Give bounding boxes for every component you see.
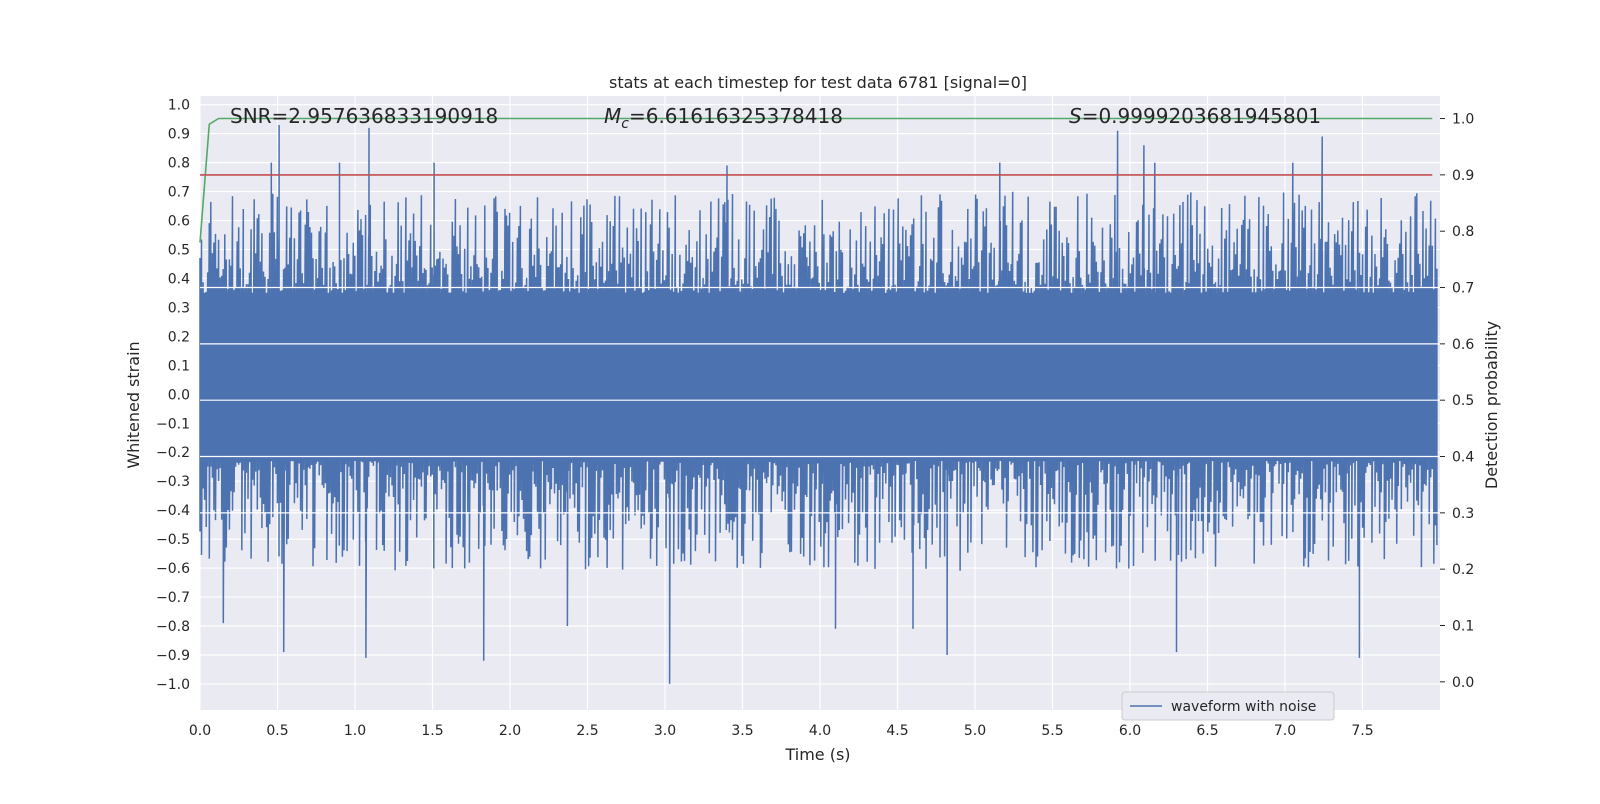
y2-tick-label: 0.0 — [1452, 675, 1474, 691]
y-tick-label: 0.5 — [168, 243, 190, 259]
x-tick-label: 5.5 — [1041, 723, 1063, 739]
chirp-mass-subscript: c — [621, 116, 629, 132]
x-tick-label: 1.0 — [344, 723, 366, 739]
y2-tick-label: 0.3 — [1452, 506, 1474, 522]
y-tick-label: 1.0 — [168, 98, 190, 114]
y-tick-label: 0.8 — [168, 156, 190, 172]
y-tick-label: −1.0 — [156, 677, 190, 693]
y-tick-label: −0.8 — [156, 619, 190, 635]
probability-line — [199, 117, 1433, 243]
y-tick-label: −0.5 — [156, 532, 190, 548]
chirp-mass-annotation: Mc=6.61616325378418 — [604, 104, 843, 132]
x-tick-label: 3.5 — [731, 723, 753, 739]
y-tick-label: 0.4 — [168, 271, 190, 287]
x-tick-label: 4.0 — [809, 723, 831, 739]
y2-tick-label: 0.7 — [1452, 281, 1474, 297]
y-tick-label: 0.7 — [168, 185, 190, 201]
x-tick-label: 6.0 — [1119, 723, 1141, 739]
y-tick-label: 0.2 — [168, 329, 190, 345]
y-tick-label: −0.7 — [156, 590, 190, 606]
y2-tick-label: 0.8 — [1452, 224, 1474, 240]
waveform-series — [199, 124, 1438, 684]
y2-tick-label: 0.1 — [1452, 619, 1474, 635]
x-axis-label: Time (s) — [784, 745, 850, 764]
y-axis-label: Whitened strain — [124, 341, 143, 468]
x-tick-label: 1.5 — [421, 723, 443, 739]
y-tick-label: −0.4 — [156, 503, 190, 519]
x-tick-label: 0.5 — [266, 723, 288, 739]
y2-tick-label: 0.5 — [1452, 393, 1474, 409]
y2-tick-label: 0.4 — [1452, 450, 1474, 466]
y-tick-label: −0.1 — [156, 416, 190, 432]
x-tick-label: 5.0 — [964, 723, 986, 739]
y2-tick-label: 0.2 — [1452, 562, 1474, 578]
y-tick-label: 0.1 — [168, 358, 190, 374]
y-tick-label: 0.9 — [168, 127, 190, 143]
legend: waveform with noise — [1121, 691, 1335, 721]
y2-tick-label: 0.9 — [1452, 168, 1474, 184]
y-tick-label: 0.6 — [168, 214, 190, 230]
x-tick-label: 2.5 — [576, 723, 598, 739]
y-tick-label: 0.3 — [168, 300, 190, 316]
x-tick-label: 3.0 — [654, 723, 676, 739]
y2-tick-label: 0.6 — [1452, 337, 1474, 353]
s-value: =0.9999203681945801 — [1082, 104, 1321, 128]
x-axis: 0.0 0.5 1.0 1.5 2.0 2.5 3.0 3.5 4.0 4.5 5.0 5.5 6.0 6… — [189, 723, 1374, 739]
legend-box — [1121, 691, 1335, 721]
y2-tick-label: 1.0 — [1452, 112, 1474, 128]
s-annotation: S=0.9999203681945801 — [1069, 104, 1321, 128]
y-axis: 1.0 0.9 0.8 0.7 0.6 0.5 0.4 0.3 0.2 0.1 0.0 −0.1 −0.… — [156, 98, 190, 693]
chart-title: stats at each timestep for test data 678… — [609, 73, 1027, 92]
chirp-mass-value: =6.61616325378418 — [629, 104, 843, 128]
y-tick-label: 0.0 — [168, 387, 190, 403]
x-tick-label: 4.5 — [886, 723, 908, 739]
probability-series — [199, 117, 1440, 514]
legend-label: waveform with noise — [1171, 699, 1316, 715]
y-tick-label: −0.9 — [156, 648, 190, 664]
y-tick-label: −0.2 — [156, 445, 190, 461]
waveform-line — [199, 124, 1438, 684]
s-symbol: S — [1069, 104, 1082, 128]
x-tick-label: 7.5 — [1351, 723, 1373, 739]
y-tick-label: −0.3 — [156, 474, 190, 490]
y2-axis-label: Detection probability — [1482, 321, 1501, 489]
y2-axis: 1.0 0.9 0.8 0.7 0.6 0.5 0.4 0.3 0.2 0.1 0.0 — [1440, 112, 1474, 691]
x-tick-label: 2.0 — [499, 723, 521, 739]
x-tick-label: 7.0 — [1274, 723, 1296, 739]
chirp-mass-symbol: M — [604, 104, 621, 128]
y-tick-label: −0.6 — [156, 561, 190, 577]
x-tick-label: 6.5 — [1196, 723, 1218, 739]
x-tick-label: 0.0 — [189, 723, 211, 739]
snr-annotation: SNR=2.957636833190918 — [230, 104, 498, 128]
